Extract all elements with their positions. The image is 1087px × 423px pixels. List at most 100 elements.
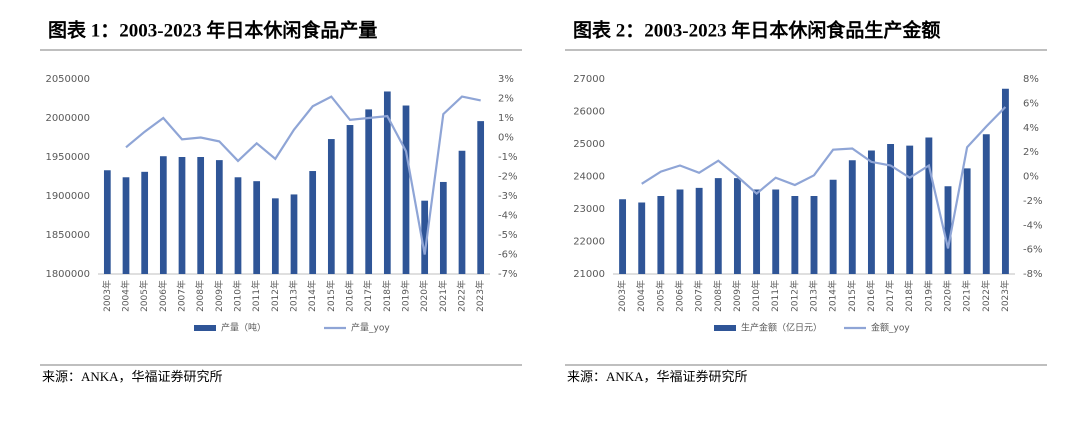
bar (327, 139, 335, 274)
x-tick-label: 2011年 (250, 280, 262, 312)
bar (867, 150, 875, 274)
x-tick-label: 2015年 (846, 280, 858, 312)
bar (458, 150, 466, 274)
bar (290, 194, 298, 274)
bar (439, 181, 447, 274)
legend-label: 生产金额（亿日元） (741, 322, 822, 334)
y2-tick-label: -2% (498, 172, 517, 183)
y-tick-label: 1900000 (45, 191, 90, 202)
y2-tick-label: -5% (498, 230, 517, 241)
bar (271, 198, 279, 274)
bar (159, 156, 167, 274)
y2-tick-label: -6% (498, 250, 517, 261)
y-tick-label: 21000 (573, 269, 605, 280)
x-tick-label: 2006年 (674, 280, 686, 312)
x-tick-label: 2004年 (120, 280, 132, 312)
y-tick-label: 24000 (573, 172, 605, 183)
bar (122, 177, 130, 274)
bar (829, 179, 837, 274)
bar (695, 187, 703, 274)
legend-label: 产量_yoy (351, 322, 390, 334)
x-tick-label: 2022年 (980, 280, 992, 312)
x-tick-label: 2013年 (288, 280, 300, 312)
x-tick-label: 2019年 (400, 280, 412, 312)
y2-tick-label: -2% (1023, 196, 1042, 207)
y2-tick-label: -7% (498, 269, 517, 280)
chart-title: 图表 1：2003-2023 年日本休闲食品产量 (48, 18, 377, 41)
x-tick-label: 2019年 (922, 280, 934, 312)
y-tick-label: 1950000 (45, 152, 90, 163)
bar (982, 134, 990, 274)
bar (103, 170, 111, 274)
bar (906, 145, 914, 274)
x-tick-label: 2023年 (999, 280, 1011, 312)
x-tick-label: 2009年 (213, 280, 225, 312)
x-tick-label: 2018年 (903, 280, 915, 312)
y2-tick-label: 1% (498, 113, 514, 124)
x-tick-label: 2010年 (750, 280, 762, 312)
x-tick-label: 2017年 (362, 280, 374, 312)
legend-label: 产量（吨） (221, 322, 266, 334)
y2-tick-label: 3% (498, 74, 514, 85)
x-tick-label: 2013年 (808, 280, 820, 312)
bar (925, 137, 933, 274)
y-tick-label: 26000 (573, 107, 605, 118)
y-tick-label: 2050000 (45, 74, 90, 85)
chart-title: 图表 2：2003-2023 年日本休闲食品生产金额 (573, 18, 940, 41)
bar (714, 178, 722, 274)
x-tick-label: 2005年 (654, 280, 666, 312)
x-tick-label: 2016年 (344, 280, 356, 312)
y-tick-label: 1850000 (45, 230, 90, 241)
bar (477, 121, 485, 275)
y-tick-label: 27000 (573, 74, 605, 85)
bar (234, 177, 242, 274)
legend-swatch (194, 325, 216, 331)
y-tick-label: 22000 (573, 237, 605, 248)
source: 来源：ANKA，华福证券研究所 (42, 369, 223, 384)
bar (887, 144, 895, 274)
y2-tick-label: -4% (498, 211, 517, 222)
bar (178, 157, 186, 274)
bar (791, 196, 799, 274)
y2-tick-label: 6% (1023, 98, 1039, 109)
bar (810, 196, 818, 274)
bar (346, 125, 354, 275)
x-tick-label: 2021年 (437, 280, 449, 312)
x-tick-label: 2003年 (616, 280, 628, 312)
x-tick-label: 2015年 (325, 280, 337, 312)
legend-label: 金额_yoy (871, 322, 910, 334)
y2-tick-label: 2% (1023, 147, 1039, 158)
y2-tick-label: -1% (498, 152, 517, 163)
x-tick-label: 2022年 (456, 280, 468, 312)
x-tick-label: 2020年 (942, 280, 954, 312)
bar (733, 178, 741, 274)
y-tick-label: 1800000 (45, 269, 90, 280)
legend-swatch (714, 325, 736, 331)
y2-tick-label: 4% (1023, 123, 1039, 134)
x-tick-label: 2008年 (194, 280, 206, 312)
x-tick-label: 2016年 (865, 280, 877, 312)
y2-tick-label: -3% (498, 191, 517, 202)
bar (657, 196, 665, 274)
x-tick-label: 2021年 (961, 280, 973, 312)
x-tick-label: 2005年 (138, 280, 150, 312)
y-tick-label: 2000000 (45, 113, 90, 124)
x-tick-label: 2012年 (788, 280, 800, 312)
x-tick-label: 2003年 (101, 280, 113, 312)
y2-tick-label: -4% (1023, 220, 1042, 231)
x-tick-label: 2020年 (418, 280, 430, 312)
bar (253, 181, 261, 274)
x-tick-label: 2018年 (381, 280, 393, 312)
bar (676, 189, 684, 274)
source: 来源：ANKA，华福证券研究所 (567, 369, 748, 384)
bar (365, 109, 373, 274)
x-tick-label: 2009年 (731, 280, 743, 312)
y-tick-label: 23000 (573, 204, 605, 215)
x-tick-label: 2012年 (269, 280, 281, 312)
bar (402, 105, 410, 275)
bar (309, 171, 317, 274)
x-tick-label: 2007年 (176, 280, 188, 312)
y2-tick-label: 0% (1023, 172, 1039, 183)
bar (1001, 88, 1009, 274)
bar (963, 168, 971, 274)
